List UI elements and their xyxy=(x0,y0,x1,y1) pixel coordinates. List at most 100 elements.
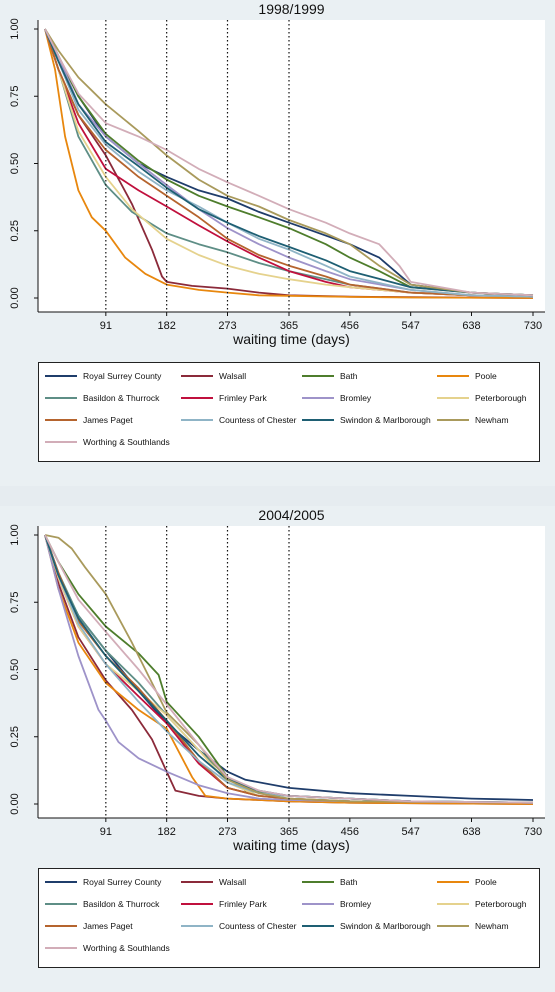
legend-swatch xyxy=(181,375,213,377)
legend-item: Worthing & Southlands xyxy=(45,435,170,449)
legend-label: Swindon & Marlborough xyxy=(340,415,431,425)
series-line-poole xyxy=(44,534,534,805)
legend-label: James Paget xyxy=(83,415,133,425)
legend-label: Walsall xyxy=(219,877,247,887)
legend-item: Poole xyxy=(437,369,497,383)
chart-legend-1998-1999: Royal Surrey County Walsall Bath Poole Basil… xyxy=(38,362,540,462)
series-line-james-paget xyxy=(44,28,534,298)
legend-swatch xyxy=(437,375,469,377)
legend-item: James Paget xyxy=(45,919,133,933)
chart-panel-1998-1999: 1998/1999 0.00 0.25 0.50 0.75 1.00 91 182 273 365… xyxy=(0,0,555,486)
legend-item: Walsall xyxy=(181,875,246,889)
y-tick-label: 0.00 xyxy=(9,287,21,308)
legend-label: Basildon & Thurrock xyxy=(83,899,160,909)
x-tick-label: 547 xyxy=(401,826,419,838)
legend-item: Bath xyxy=(302,369,358,383)
legend-item: Countess of Chester xyxy=(181,919,296,933)
x-tick-label: 91 xyxy=(100,826,112,838)
legend-swatch xyxy=(302,925,334,927)
legend-label: Basildon & Thurrock xyxy=(83,393,160,403)
x-tick-label: 365 xyxy=(280,826,298,838)
legend-swatch xyxy=(45,419,77,421)
legend-item: Royal Surrey County xyxy=(45,369,161,383)
series-line-worthing-southlands xyxy=(44,28,534,297)
legend-item: James Paget xyxy=(45,413,133,427)
series-line-bromley xyxy=(44,534,534,804)
legend-item: Swindon & Marlborough xyxy=(302,919,431,933)
x-tick-label: 638 xyxy=(462,826,480,838)
legend-swatch xyxy=(45,397,77,399)
y-tick-label: 0.00 xyxy=(9,793,21,814)
legend-item: Swindon & Marlborough xyxy=(302,413,431,427)
legend-label: James Paget xyxy=(83,921,133,931)
y-tick-label: 1.00 xyxy=(9,18,21,39)
y-tick-label: 0.50 xyxy=(9,153,21,174)
legend-label: Bromley xyxy=(340,899,372,909)
legend-item: Basildon & Thurrock xyxy=(45,897,159,911)
legend-item: Countess of Chester xyxy=(181,413,296,427)
series-line-swindon-marlborough xyxy=(44,28,534,297)
legend-swatch xyxy=(437,925,469,927)
legend-item: Newham xyxy=(437,919,509,933)
x-tick-label: 182 xyxy=(157,320,175,332)
legend-item: Frimley Park xyxy=(181,897,267,911)
survival-chart-2004-2005: 2004/2005 0.00 0.25 0.50 0.75 1.00 91 182 273 365… xyxy=(9,507,545,853)
legend-swatch xyxy=(45,947,77,949)
legend-swatch xyxy=(181,881,213,883)
legend-swatch xyxy=(302,881,334,883)
legend-item: Walsall xyxy=(181,369,246,383)
chart-panel-2004-2005: 2004/2005 0.00 0.25 0.50 0.75 1.00 91 182 273 365… xyxy=(0,506,555,992)
series-line-newham xyxy=(44,28,534,297)
legend-label: Countess of Chester xyxy=(219,415,297,425)
legend-label: Worthing & Southlands xyxy=(83,437,170,447)
x-tick-label: 91 xyxy=(100,320,112,332)
series-line-bath xyxy=(44,28,534,297)
legend-label: Peterborough xyxy=(475,393,527,403)
x-axis-label: waiting time (days) xyxy=(232,837,350,853)
legend-swatch xyxy=(302,375,334,377)
chart-title: 1998/1999 xyxy=(258,1,324,17)
legend-swatch xyxy=(181,925,213,927)
legend-item: Newham xyxy=(437,413,509,427)
plot-area xyxy=(38,20,545,312)
legend-item: Basildon & Thurrock xyxy=(45,391,159,405)
legend-swatch xyxy=(181,903,213,905)
x-tick-label: 547 xyxy=(401,320,419,332)
x-tick-label: 456 xyxy=(341,826,359,838)
legend-label: Bath xyxy=(340,877,358,887)
x-axis-label: waiting time (days) xyxy=(232,331,350,347)
legend-label: Bromley xyxy=(340,393,372,403)
y-tick-label: 1.00 xyxy=(9,524,21,545)
legend-label: Swindon & Marlborough xyxy=(340,921,431,931)
x-tick-label: 730 xyxy=(524,826,542,838)
legend-label: Newham xyxy=(475,415,509,425)
legend-label: Walsall xyxy=(219,371,247,381)
legend-item: Peterborough xyxy=(437,897,527,911)
series-line-poole xyxy=(44,28,534,299)
y-tick-label: 0.25 xyxy=(9,220,21,241)
legend-item: Royal Surrey County xyxy=(45,875,161,889)
legend-item: Bromley xyxy=(302,897,371,911)
legend-label: Worthing & Southlands xyxy=(83,943,170,953)
legend-swatch xyxy=(437,397,469,399)
legend-item: Bromley xyxy=(302,391,371,405)
legend-label: Countess of Chester xyxy=(219,921,297,931)
legend-label: Royal Surrey County xyxy=(83,371,162,381)
y-tick-label: 0.75 xyxy=(9,592,21,613)
legend-swatch xyxy=(45,881,77,883)
legend-label: Frimley Park xyxy=(219,393,267,403)
legend-label: Frimley Park xyxy=(219,899,267,909)
x-tick-label: 365 xyxy=(280,320,298,332)
series-line-newham xyxy=(44,534,534,804)
legend-swatch xyxy=(45,925,77,927)
legend-swatch xyxy=(45,375,77,377)
legend-item: Bath xyxy=(302,875,358,889)
legend-swatch xyxy=(437,903,469,905)
legend-item: Worthing & Southlands xyxy=(45,941,170,955)
x-tick-label: 182 xyxy=(157,826,175,838)
x-tick-label: 273 xyxy=(218,320,236,332)
legend-swatch xyxy=(45,441,77,443)
legend-swatch xyxy=(181,397,213,399)
y-tick-label: 0.50 xyxy=(9,659,21,680)
y-tick-label: 0.75 xyxy=(9,86,21,107)
